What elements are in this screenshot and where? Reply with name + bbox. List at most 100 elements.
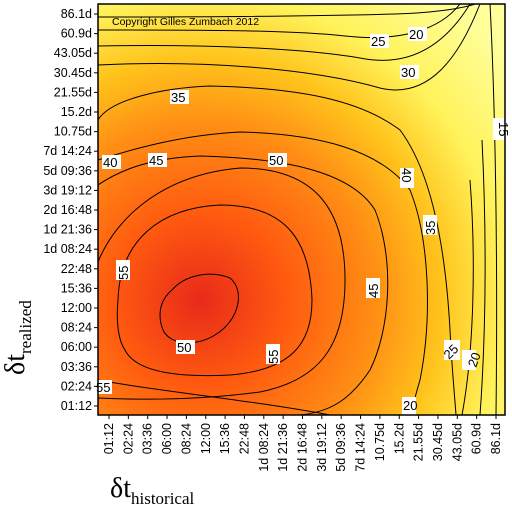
x-tick-label: 12:00 [199,423,213,454]
contour-label-50-top: 50 [268,153,287,168]
y-tick-label: 1d 21:36 [43,223,92,237]
x-tick-label: 5d 09:36 [334,423,348,472]
contour-line-40 [98,131,428,415]
svg-text:20: 20 [409,27,423,42]
contour-line-55 [116,204,313,377]
contour-label-55-bottom-left: 55 [96,380,112,395]
contour-label-35-left: 35 [170,90,189,105]
copyright-text: Copyright Gilles Zumbach 2012 [112,16,259,28]
x-tick-label: 06:00 [160,423,174,454]
contour-label-35-right: 35 [423,215,438,235]
svg-text:45: 45 [366,284,381,298]
x-tick-label: 30.45d [431,423,445,461]
y-tick-label: 43.05d [54,46,92,60]
y-axis-title: δtrealized [0,300,35,375]
contour-lines [98,4,498,415]
x-tick-label: 02:24 [121,423,135,454]
x-tick-label: 3d 19:12 [315,423,329,472]
svg-text:15: 15 [496,122,511,136]
y-axis-title-symbol: δt [0,354,31,375]
y-tick-label: 2d 16:48 [43,203,92,217]
x-tick-label: 15:36 [218,423,232,454]
x-tick-label: 7d 14:24 [354,423,368,472]
contour-line-top-2 [98,4,461,39]
y-tick-label: 21.55d [54,85,92,99]
y-tick-label: 30.45d [54,66,92,80]
contour-label-40-right: 40 [399,168,414,188]
x-tick-label: 08:24 [179,423,193,454]
svg-text:55: 55 [266,350,281,364]
contour-line-right-2 [479,139,486,415]
x-axis-title-subscript: historical [131,489,195,508]
y-tick-label: 15.2d [61,105,92,119]
x-tick-label: 1d 08:24 [257,423,271,472]
svg-text:55: 55 [116,266,131,280]
y-tick-label: 10.75d [54,125,92,139]
contour-line-top-4 [98,4,481,91]
contour-line-peak [159,273,239,344]
svg-text:55: 55 [96,380,110,395]
x-tick-label: 60.9d [470,423,484,454]
y-tick-label: 06:00 [61,340,92,354]
y-tick-label: 60.9d [61,27,92,41]
svg-text:δtrealized: δtrealized [0,300,35,375]
contour-label-15-right: 15 [493,118,511,140]
svg-text:35: 35 [171,90,185,105]
y-axis: 01:12 02:24 03:36 06:00 08:24 12:00 15:36 22:48… [43,7,98,413]
y-tick-label: 86.1d [61,7,92,21]
x-axis-title: δthistorical [110,473,195,508]
contour-label-25-top: 25 [370,34,389,49]
contour-line-right-1 [489,4,498,415]
y-tick-label: 02:24 [61,379,92,393]
x-tick-label: 10.75d [373,423,387,461]
contour-label-55-bottom: 55 [266,344,281,364]
x-tick-label: 2d 16:48 [296,423,310,472]
svg-text:δthistorical: δthistorical [110,473,195,508]
x-tick-label: 1d 21:36 [276,423,290,472]
y-tick-label: 3d 19:12 [43,183,92,197]
y-tick-label: 01:12 [61,399,92,413]
x-tick-label: 15.2d [392,423,406,454]
contour-label-50-bottom: 50 [176,340,195,355]
x-tick-label: 21.55d [412,423,426,461]
svg-text:35: 35 [423,221,438,235]
x-axis: 01:12 02:24 03:36 06:00 08:24 12:00 15:36 22:48… [102,415,503,472]
svg-text:20: 20 [403,398,417,413]
contour-label-25-right: 25 [441,340,461,362]
y-tick-label: 12:00 [61,301,92,315]
y-tick-label: 03:36 [61,360,92,374]
y-tick-label: 15:36 [61,281,92,295]
x-tick-label: 43.05d [450,423,464,461]
x-tick-label: 01:12 [102,423,116,454]
x-axis-title-symbol: δt [110,473,131,504]
svg-text:40: 40 [103,155,117,170]
contour-label-45-left: 45 [148,153,167,168]
y-tick-label: 08:24 [61,321,92,335]
contour-label-55-left: 55 [116,260,131,280]
svg-text:25: 25 [371,34,385,49]
contour-labels: 20 25 30 35 40 45 50 15 40 35 45 55 50 5… [96,27,511,415]
contour-label-20-right: 20 [462,350,484,370]
y-tick-label: 7d 14:24 [43,144,92,158]
contour-label-40-left: 40 [102,155,121,170]
y-tick-label: 1d 08:24 [43,242,92,256]
y-tick-label: 5d 09:36 [43,164,92,178]
contour-line-right-3 [461,179,474,415]
svg-text:45: 45 [149,153,163,168]
contour-line-bottom-left [98,379,331,415]
svg-text:20: 20 [465,350,484,369]
contour-label-30-top: 30 [400,65,419,80]
x-tick-label: 22:48 [237,423,251,454]
svg-text:40: 40 [399,168,414,182]
x-tick-label: 03:36 [141,423,155,454]
svg-text:50: 50 [269,153,283,168]
contour-label-45-right: 45 [366,278,381,298]
x-tick-label: 86.1d [489,423,503,454]
contour-label-20-top: 20 [408,27,427,42]
y-tick-label: 22:48 [61,262,92,276]
contour-line-45 [98,155,389,415]
contour-label-20-bottom: 20 [402,397,417,415]
contour-line-top-3 [98,4,471,61]
y-axis-title-subscript: realized [16,300,35,354]
